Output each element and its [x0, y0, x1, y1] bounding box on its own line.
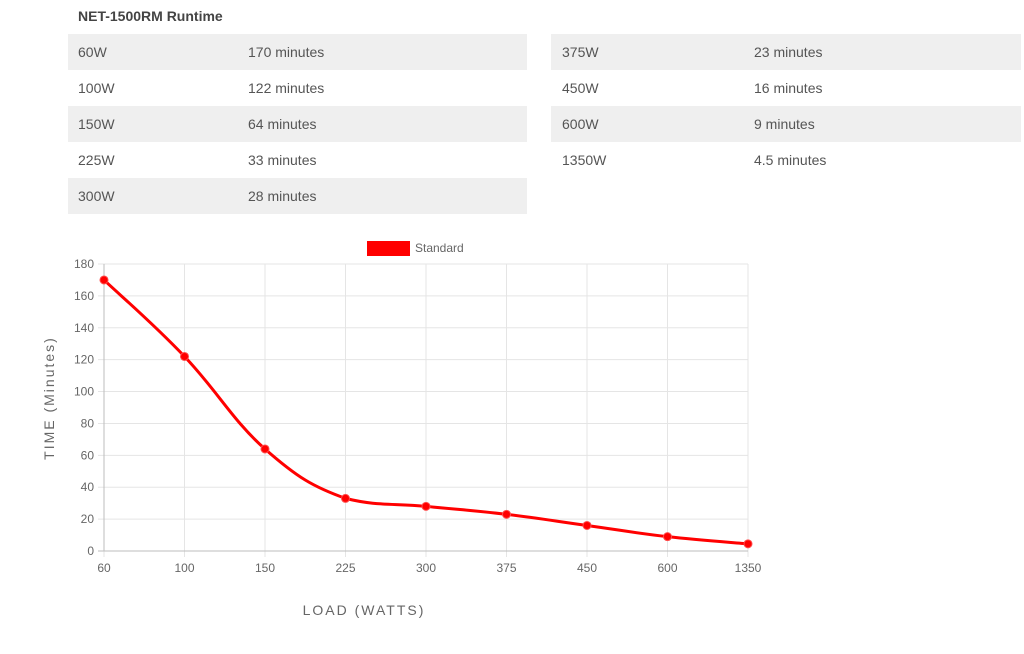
load-cell: 60W: [78, 44, 107, 60]
y-tick-label: 40: [81, 480, 95, 494]
table-row: 375W 23 minutes: [551, 34, 1021, 70]
x-tick-label: 300: [416, 561, 436, 575]
x-tick-label: 1350: [735, 561, 762, 575]
load-cell: 1350W: [562, 152, 607, 168]
y-tick-label: 140: [74, 321, 94, 335]
legend-swatch: [367, 241, 410, 256]
runtime-table-right: 375W 23 minutes 450W 16 minutes 600W 9 m…: [551, 34, 1021, 178]
runtime-cell: 16 minutes: [754, 80, 823, 96]
runtime-cell: 9 minutes: [754, 116, 815, 132]
chart-series: [99, 275, 753, 549]
load-cell: 375W: [562, 44, 599, 60]
x-tick-label: 450: [577, 561, 597, 575]
table-row: 300W 28 minutes: [68, 178, 527, 214]
x-tick-label: 600: [657, 561, 677, 575]
table-row: 450W 16 minutes: [551, 70, 1021, 106]
series-line: [102, 278, 749, 546]
y-tick-label: 120: [74, 353, 94, 367]
chart-axes: [98, 264, 748, 552]
data-point: [663, 532, 672, 542]
table-row: 1350W 4.5 minutes: [551, 142, 1021, 178]
runtime-cell: 28 minutes: [248, 188, 317, 204]
table-row: 600W 9 minutes: [551, 106, 1021, 142]
x-tick-label: 100: [174, 561, 194, 575]
y-tick-label: 80: [81, 416, 95, 430]
x-axis-title: LOAD (WATTS): [303, 602, 426, 618]
x-tick-label: 60: [97, 561, 111, 575]
runtime-cell: 23 minutes: [754, 44, 823, 60]
y-tick-label: 0: [87, 544, 94, 558]
data-point: [502, 509, 511, 519]
load-cell: 450W: [562, 80, 599, 96]
y-tick-label: 160: [74, 289, 94, 303]
runtime-line-chart: 0 20 40 60 80 100 120 140 160 180 60 100 150 225 300 3…: [41, 241, 762, 618]
data-point: [743, 539, 753, 549]
data-point: [421, 501, 431, 511]
data-point: [260, 444, 270, 454]
runtime-table-left: 60W 170 minutes 100W 122 minutes 150W 64…: [68, 34, 527, 214]
x-tick-label: 225: [335, 561, 355, 575]
y-axis-title: TIME (Minutes): [41, 336, 57, 460]
data-point: [99, 275, 109, 285]
y-tick-labels: 0 20 40 60 80 100 120 140 160 180: [74, 257, 94, 558]
table-row: 100W 122 minutes: [68, 70, 527, 106]
chart-legend: Standard: [367, 241, 464, 256]
y-tick-label: 180: [74, 257, 94, 271]
y-tick-label: 20: [81, 512, 95, 526]
data-point: [180, 351, 189, 361]
load-cell: 300W: [78, 188, 115, 204]
x-tick-labels: 60 100 150 225 300 375 450 600 1350: [97, 561, 761, 575]
table-title: NET-1500RM Runtime: [78, 8, 223, 24]
runtime-cell: 170 minutes: [248, 44, 325, 60]
y-tick-label: 100: [74, 385, 94, 399]
y-tick-label: 60: [81, 448, 95, 462]
data-point: [341, 493, 350, 503]
runtime-cell: 4.5 minutes: [754, 152, 827, 168]
chart-grid: [98, 263, 749, 557]
data-point: [582, 520, 592, 530]
load-cell: 100W: [78, 80, 115, 96]
x-tick-label: 150: [255, 561, 275, 575]
table-row: 150W 64 minutes: [68, 106, 527, 142]
runtime-cell: 122 minutes: [248, 80, 325, 96]
runtime-cell: 64 minutes: [248, 116, 317, 132]
load-cell: 225W: [78, 152, 115, 168]
runtime-cell: 33 minutes: [248, 152, 317, 168]
legend-label: Standard: [415, 241, 464, 255]
x-tick-label: 375: [496, 561, 516, 575]
table-row: 60W 170 minutes: [68, 34, 527, 70]
table-row: 225W 33 minutes: [68, 142, 527, 178]
load-cell: 150W: [78, 116, 115, 132]
load-cell: 600W: [562, 116, 599, 132]
